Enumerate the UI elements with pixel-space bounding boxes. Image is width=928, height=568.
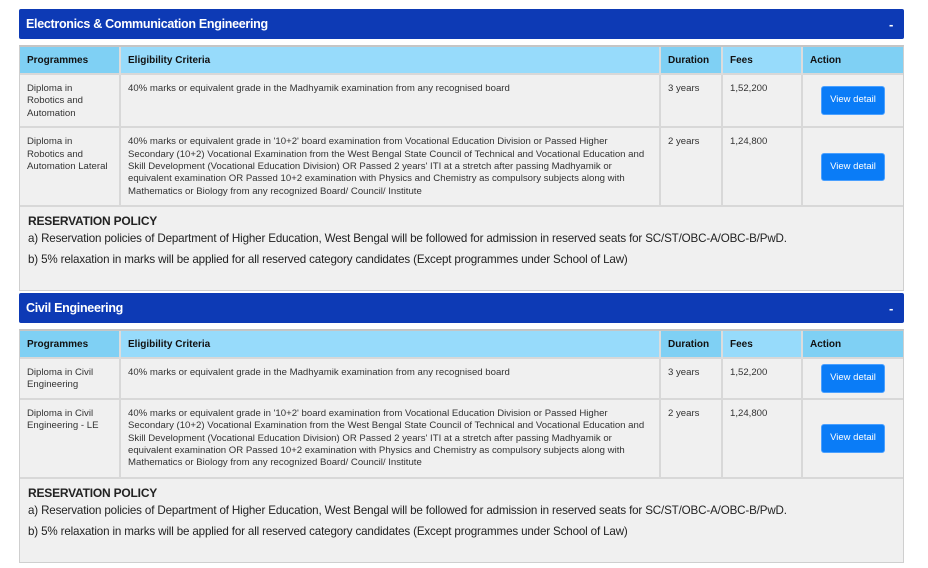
column-header-action: Action (802, 331, 903, 358)
section-body: Programmes Eligibility Criteria Duration… (19, 45, 904, 292)
eligibility-criteria: 40% marks or equivalent grade in '10+2' … (120, 126, 661, 206)
section-header[interactable]: Civil Engineering - (19, 293, 904, 323)
view-detail-button[interactable]: View detail (821, 424, 885, 453)
action-cell: View detail (802, 397, 903, 477)
programmes-table: Programmes Eligibility Criteria Duration… (20, 331, 903, 477)
programme-name: Diploma in Robotics and Automation (20, 72, 121, 128)
collapse-icon[interactable]: - (888, 300, 893, 316)
duration: 3 years (660, 357, 723, 399)
fees: 1,52,200 (722, 72, 803, 128)
programme-section: Civil Engineering - Programmes Eligibili… (19, 293, 904, 563)
action-cell: View detail (802, 126, 903, 206)
column-header-duration: Duration (660, 47, 723, 74)
table-header-row: Programmes Eligibility Criteria Duration… (20, 331, 903, 358)
reservation-policy-title: RESERVATION POLICY (28, 485, 158, 500)
programme-section: Electronics & Communication Engineering … (19, 9, 904, 292)
reservation-policy-a: a) Reservation policies of Department of… (28, 232, 787, 246)
fees: 1,52,200 (722, 357, 803, 399)
column-header-programmes: Programmes (20, 47, 121, 74)
view-detail-button[interactable]: View detail (821, 152, 885, 181)
programme-name: Diploma in Robotics and Automation Later… (20, 126, 121, 206)
table-header-row: Programmes Eligibility Criteria Duration… (20, 47, 903, 74)
table-row: Diploma in Robotics and Automation Later… (20, 126, 903, 206)
column-header-programmes: Programmes (20, 331, 121, 358)
action-cell: View detail (802, 72, 903, 128)
section-header[interactable]: Electronics & Communication Engineering … (19, 9, 904, 39)
duration: 3 years (660, 72, 723, 128)
table-row: Diploma in Civil Engineering - LE 40% ma… (20, 397, 903, 477)
eligibility-criteria: 40% marks or equivalent grade in the Mad… (120, 72, 661, 128)
column-header-action: Action (802, 47, 903, 74)
reservation-policy-a: a) Reservation policies of Department of… (28, 503, 787, 517)
eligibility-criteria: 40% marks or equivalent grade in the Mad… (120, 357, 661, 399)
view-detail-button[interactable]: View detail (821, 364, 885, 393)
reservation-policy-b: b) 5% relaxation in marks will be applie… (28, 253, 628, 267)
column-header-eligibility: Eligibility Criteria (120, 331, 661, 358)
reservation-policy-title: RESERVATION POLICY (28, 214, 158, 229)
collapse-icon[interactable]: - (888, 16, 893, 32)
column-header-duration: Duration (660, 331, 723, 358)
table-row: Diploma in Civil Engineering 40% marks o… (20, 357, 903, 399)
programme-name: Diploma in Civil Engineering (20, 357, 121, 399)
table-row: Diploma in Robotics and Automation 40% m… (20, 72, 903, 128)
column-header-fees: Fees (722, 47, 803, 74)
view-detail-button[interactable]: View detail (821, 86, 885, 115)
fees: 1,24,800 (722, 126, 803, 206)
action-cell: View detail (802, 357, 903, 399)
programme-name: Diploma in Civil Engineering - LE (20, 397, 121, 477)
reservation-policy-b: b) 5% relaxation in marks will be applie… (28, 524, 628, 538)
duration: 2 years (660, 397, 723, 477)
section-title: Civil Engineering (26, 301, 123, 315)
section-body: Programmes Eligibility Criteria Duration… (19, 329, 904, 563)
duration: 2 years (660, 126, 723, 206)
reservation-policy: RESERVATION POLICY a) Reservation polici… (20, 476, 903, 562)
programmes-table: Programmes Eligibility Criteria Duration… (20, 47, 903, 206)
column-header-fees: Fees (722, 331, 803, 358)
fees: 1,24,800 (722, 397, 803, 477)
reservation-policy: RESERVATION POLICY a) Reservation polici… (20, 205, 903, 290)
column-header-eligibility: Eligibility Criteria (120, 47, 661, 74)
eligibility-criteria: 40% marks or equivalent grade in '10+2' … (120, 397, 661, 477)
section-title: Electronics & Communication Engineering (26, 17, 268, 31)
